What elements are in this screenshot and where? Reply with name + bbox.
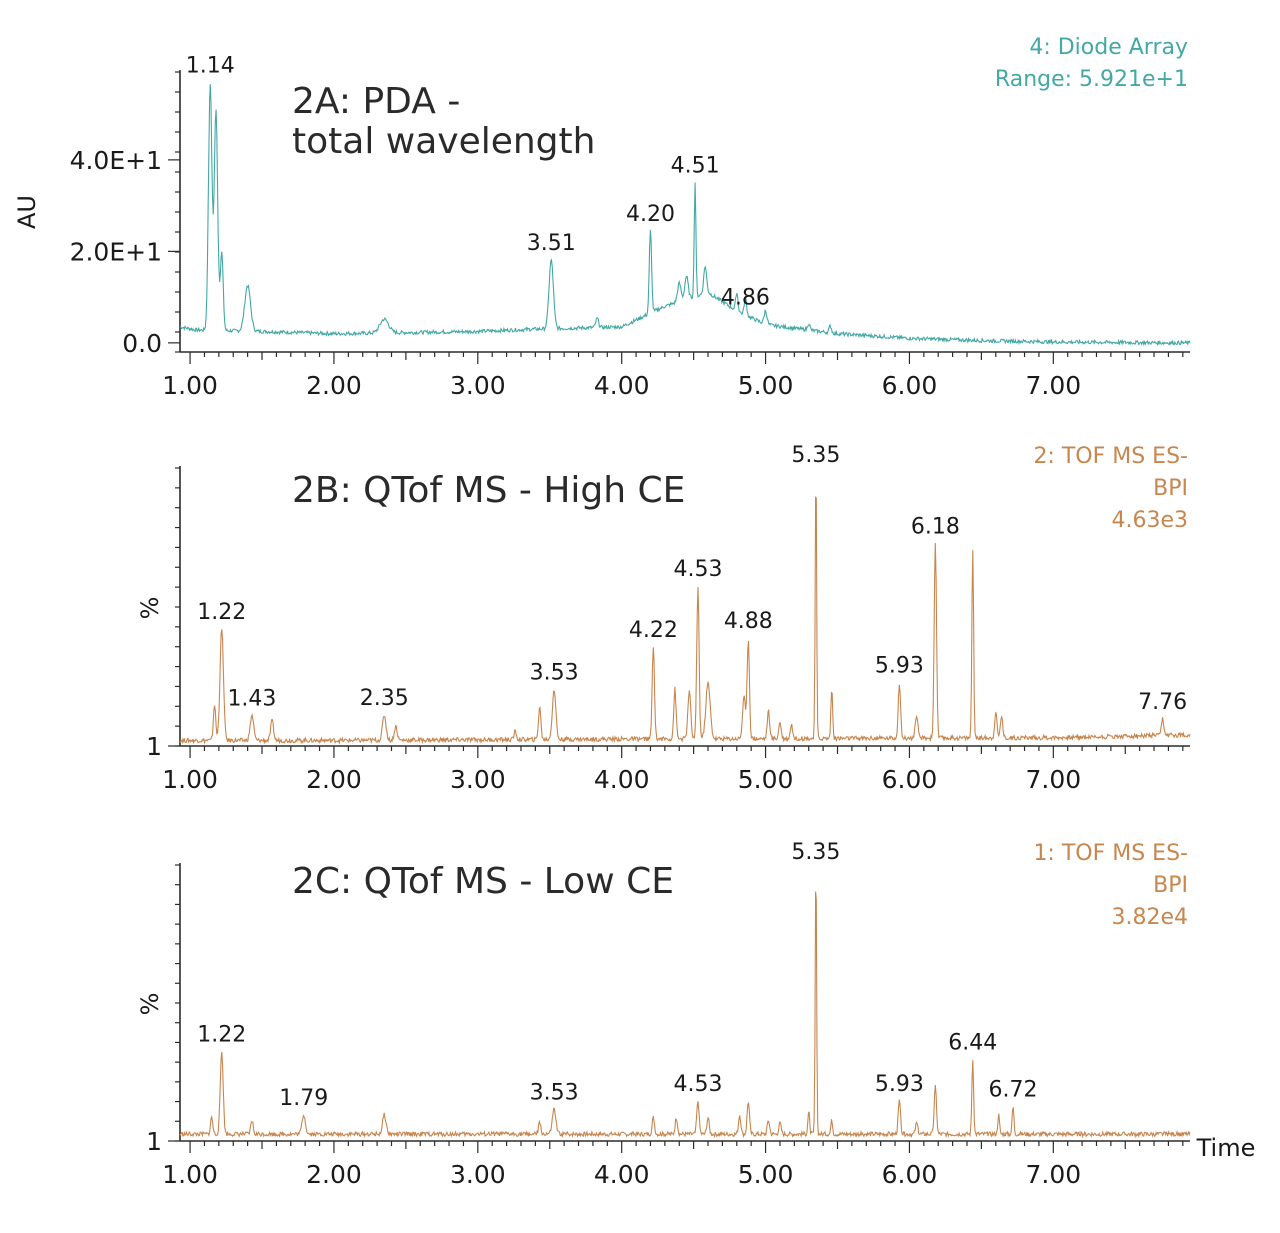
peak-label: 1.22: [197, 600, 246, 625]
x-axis-label: Time: [1196, 1134, 1256, 1162]
detector-info-line: BPI: [1153, 476, 1188, 501]
y-axis-label: %: [136, 597, 164, 620]
x-tick-label: 5.00: [738, 371, 794, 400]
x-tick-label: 3.00: [450, 1160, 506, 1189]
x-tick-label: 6.00: [882, 765, 938, 794]
x-tick-label: 4.00: [594, 1160, 650, 1189]
panel-title: 2B: QTof MS - High CE: [292, 470, 685, 511]
x-tick-label: 7.00: [1025, 765, 1081, 794]
peak-label: 1.43: [227, 686, 276, 711]
x-tick-label: 6.00: [882, 1160, 938, 1189]
detector-info-line: 4: Diode Array: [1029, 35, 1188, 60]
detector-info-line: 2: TOF MS ES-: [1033, 444, 1188, 469]
peak-label: 2.35: [360, 686, 409, 711]
peak-label: 7.76: [1138, 690, 1187, 715]
detector-info-line: 3.82e4: [1111, 905, 1188, 930]
x-tick-label: 1.00: [162, 371, 218, 400]
x-tick-label: 7.00: [1025, 371, 1081, 400]
y-tick-label: 4.0E+1: [70, 146, 162, 175]
panel-2C: 1.00 2.00 3.00 4.00 5.00 6.00 7.00 1% Time 2C: QT…: [136, 840, 1255, 1189]
peak-label: 5.35: [791, 840, 840, 865]
y-axis-label: AU: [13, 195, 41, 229]
y-tick-label: 1: [146, 1127, 162, 1156]
detector-info-line: Range: 5.921e+1: [995, 67, 1188, 92]
detector-info-line: 4.63e3: [1111, 508, 1188, 533]
x-tick-label: 7.00: [1025, 1160, 1081, 1189]
x-tick-label: 3.00: [450, 765, 506, 794]
y-tick-label: 0.0: [122, 329, 162, 358]
peak-label: 6.72: [989, 1078, 1038, 1103]
x-tick-label: 2.00: [306, 765, 362, 794]
y-tick-label: 2.0E+1: [70, 237, 162, 266]
x-tick-label: 2.00: [306, 371, 362, 400]
series-trace-2C: [179, 891, 1191, 1139]
peak-label: 4.20: [626, 202, 675, 227]
peak-label: 5.35: [791, 443, 840, 468]
peak-label: 6.44: [948, 1031, 997, 1056]
x-tick-label: 5.00: [738, 1160, 794, 1189]
x-tick-label: 5.00: [738, 765, 794, 794]
peak-label: 1.14: [186, 53, 235, 78]
peak-label: 1.79: [279, 1086, 328, 1111]
peak-label: 3.51: [527, 231, 576, 256]
peak-label: 4.86: [721, 286, 770, 311]
peak-label: 4.53: [673, 557, 722, 582]
panel-subtitle: total wavelength: [292, 121, 595, 162]
panel-2B: 1.00 2.00 3.00 4.00 5.00 6.00 7.00 1% 2B: QTof M…: [136, 443, 1191, 794]
y-tick-label: 1: [146, 732, 162, 761]
y-axis-label: %: [136, 993, 164, 1016]
x-tick-label: 4.00: [594, 765, 650, 794]
panel-2A: 1.00 2.00 3.00 4.00 5.00 6.00 7.00 0.0 2.0E+1 4.0…: [13, 35, 1191, 400]
detector-info-line: BPI: [1153, 873, 1188, 898]
peak-label: 4.51: [671, 153, 720, 178]
x-tick-label: 3.00: [450, 371, 506, 400]
x-tick-label: 6.00: [882, 371, 938, 400]
x-tick-label: 1.00: [162, 1160, 218, 1189]
detector-info-line: 1: TOF MS ES-: [1033, 841, 1188, 866]
peak-label: 4.22: [629, 618, 678, 643]
series-trace-2B: [179, 496, 1191, 745]
panel-title: 2A: PDA -: [292, 81, 460, 122]
peak-label: 5.93: [875, 1072, 924, 1097]
panel-title: 2C: QTof MS - Low CE: [292, 861, 674, 902]
x-tick-label: 2.00: [306, 1160, 362, 1189]
peak-label: 4.88: [724, 609, 773, 634]
peak-label: 3.53: [530, 1080, 579, 1105]
peak-label: 4.53: [673, 1072, 722, 1097]
x-tick-label: 4.00: [594, 371, 650, 400]
peak-label: 3.53: [530, 660, 579, 685]
peak-label: 5.93: [875, 654, 924, 679]
peak-label: 6.18: [911, 514, 960, 539]
peak-label: 1.22: [197, 1022, 246, 1047]
x-tick-label: 1.00: [162, 765, 218, 794]
series-trace-2A: [179, 84, 1191, 347]
